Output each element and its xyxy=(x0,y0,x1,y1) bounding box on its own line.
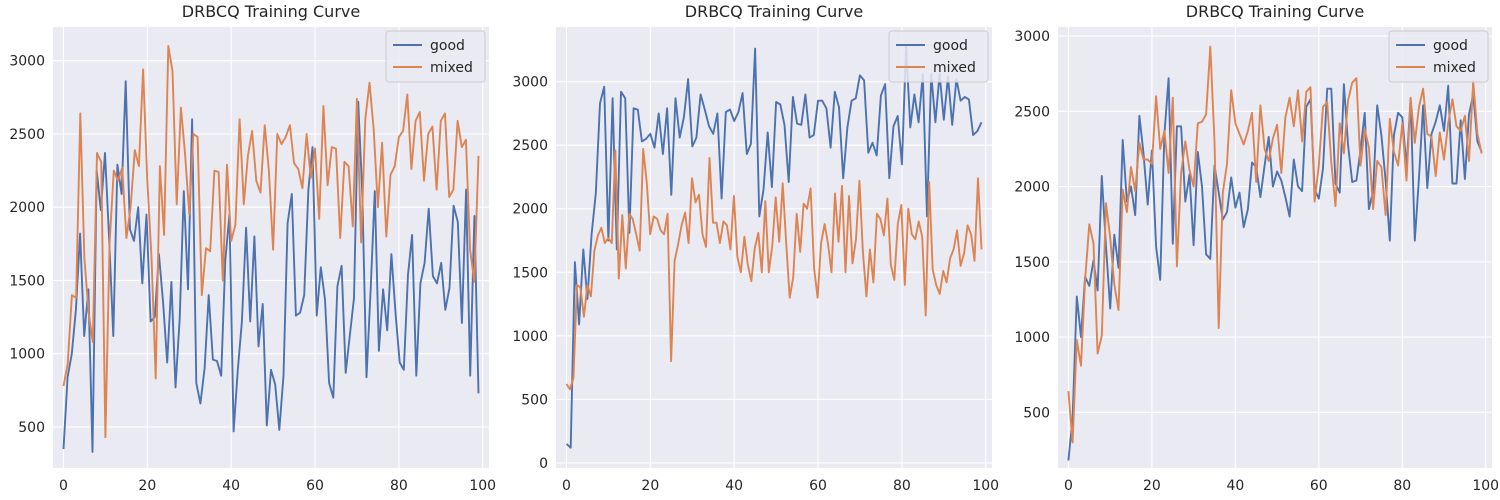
legend-label-mixed: mixed xyxy=(430,60,473,76)
legend-label-good: good xyxy=(430,38,465,54)
x-tick-label: 60 xyxy=(809,478,827,494)
series-line-good xyxy=(62,80,480,453)
y-tick-label: 2500 xyxy=(512,138,548,154)
x-tick-label: 80 xyxy=(893,478,911,494)
y-tick-label: 1500 xyxy=(1014,255,1050,271)
x-tick-label: 80 xyxy=(390,478,408,494)
y-tick-label: 2500 xyxy=(9,127,45,143)
series-lines xyxy=(565,45,983,449)
legend-box xyxy=(888,30,989,83)
x-tick-label: 80 xyxy=(1393,478,1411,494)
y-tick-label: 2000 xyxy=(9,200,45,216)
series-line-mixed xyxy=(565,148,983,391)
y-tick-label: 2000 xyxy=(512,202,548,218)
y-tick-label: 1000 xyxy=(512,329,548,345)
legend-label-good: good xyxy=(1433,38,1468,54)
tick-labels: 0 20 40 60 80 100 500 1000 1500 2000 2500 3000 xyxy=(9,54,496,494)
legend-label-mixed: mixed xyxy=(1433,60,1476,76)
y-tick-label: 3000 xyxy=(512,75,548,91)
x-tick-label: 20 xyxy=(641,478,659,494)
y-tick-label: 2000 xyxy=(1014,180,1050,196)
legend: good mixed xyxy=(385,30,486,83)
x-tick-label: 60 xyxy=(1310,478,1328,494)
y-tick-label: 3000 xyxy=(1014,29,1050,45)
x-tick-label: 20 xyxy=(138,478,156,494)
legend: good mixed xyxy=(1388,30,1489,83)
y-tick-label: 500 xyxy=(521,392,548,408)
plot-area xyxy=(53,27,489,468)
series-line-mixed xyxy=(1067,45,1483,444)
y-tick-label: 1000 xyxy=(9,347,45,363)
series-lines xyxy=(62,45,480,453)
x-tick-label: 100 xyxy=(972,478,999,494)
y-tick-label: 1000 xyxy=(1014,330,1050,346)
x-tick-label: 20 xyxy=(1143,478,1161,494)
chart-title: DRBCQ Training Curve xyxy=(685,2,863,21)
series-line-mixed xyxy=(62,45,480,439)
y-tick-label: 2500 xyxy=(1014,104,1050,120)
legend-label-mixed: mixed xyxy=(933,60,976,76)
plot-area xyxy=(556,27,992,468)
chart-title: DRBCQ Training Curve xyxy=(182,2,360,21)
chart-title: DRBCQ Training Curve xyxy=(1186,2,1364,21)
x-tick-label: 40 xyxy=(725,478,743,494)
tick-labels: 0 20 40 60 80 100 500 1000 1500 2000 2500 3000 xyxy=(1014,29,1499,494)
chart-1: 0 20 40 60 80 100 500 1000 1500 2000 2500 3000 DRBC… xyxy=(9,2,496,494)
x-tick-label: 100 xyxy=(1472,478,1499,494)
y-tick-label: 500 xyxy=(18,420,45,436)
legend-box xyxy=(1388,30,1489,83)
x-tick-label: 0 xyxy=(562,478,571,494)
series-lines xyxy=(1067,45,1483,461)
y-tick-label: 3000 xyxy=(9,54,45,70)
series-line-good xyxy=(565,45,983,449)
plot-area xyxy=(1058,27,1492,468)
y-tick-label: 1500 xyxy=(512,265,548,281)
chart-3: 0 20 40 60 80 100 500 1000 1500 2000 2500 3000 DRBC… xyxy=(1014,2,1499,494)
x-tick-label: 40 xyxy=(222,478,240,494)
y-tick-label: 0 xyxy=(539,456,548,472)
x-tick-label: 40 xyxy=(1226,478,1244,494)
x-tick-label: 0 xyxy=(1064,478,1073,494)
x-tick-label: 60 xyxy=(306,478,324,494)
legend-label-good: good xyxy=(933,38,968,54)
x-tick-label: 100 xyxy=(469,478,496,494)
x-tick-label: 0 xyxy=(59,478,68,494)
y-tick-label: 1500 xyxy=(9,273,45,289)
legend: good mixed xyxy=(888,30,989,83)
y-tick-label: 500 xyxy=(1023,405,1050,421)
legend-box xyxy=(385,30,486,83)
grid xyxy=(53,27,489,468)
